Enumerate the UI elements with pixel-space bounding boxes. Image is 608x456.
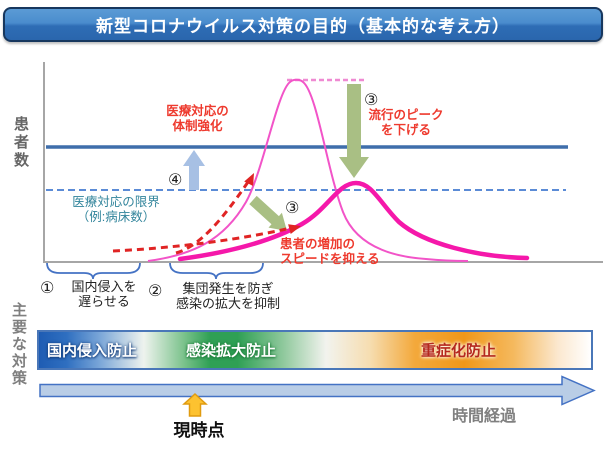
slow-increase-green-arrow	[249, 195, 287, 231]
phase2-brace	[169, 262, 264, 280]
measures-gradient-bar: 国内侵入防止 感染拡大防止 重症化防止	[37, 330, 593, 370]
shallow-growth-arrowhead	[288, 224, 301, 234]
high-peak-epidemic-curve	[147, 78, 469, 262]
y-axis-label: 患者数	[12, 116, 29, 170]
flattened-epidemic-curve	[177, 180, 530, 262]
measure-domestic-entry-prevention: 国内侵入防止	[47, 342, 138, 360]
steep-growth-red-dashed-arrow	[175, 181, 250, 255]
time-axis-arrow	[39, 375, 596, 406]
measures-section-label: 主要な対策	[10, 302, 27, 387]
strengthen-capacity-blue-arrow	[183, 150, 205, 190]
step2-number: ②	[148, 283, 163, 300]
title-banner: 新型コロナウイルス対策の目的（基本的な考え方）	[3, 7, 603, 42]
current-time-label: 現時点	[173, 421, 225, 440]
page-title: 新型コロナウイルス対策の目的（基本的な考え方）	[96, 17, 510, 36]
lower-peak-green-arrow	[339, 84, 369, 178]
steep-growth-arrowhead	[244, 173, 254, 186]
shallow-growth-red-dashed-arrow	[112, 226, 292, 253]
measure-spread-prevention: 感染拡大防止	[186, 342, 277, 360]
slow-increase-label: 患者の増加の スピードを抑える	[280, 237, 380, 266]
measure-severity-prevention: 重症化防止	[421, 342, 497, 360]
medical-limit-label: 医療対応の限界 （例:病床数）	[72, 195, 160, 224]
peak-lower-label: 流行のピーク を下げる	[368, 108, 444, 137]
current-time-yellow-arrow	[182, 392, 208, 417]
step1-number: ①	[40, 280, 55, 297]
step2-label: 集団発生を防ぎ 感染の拡大を抑制	[175, 281, 280, 312]
xy-axes	[43, 62, 603, 263]
time-axis-label: 時間経過	[452, 408, 517, 425]
step3-number-peak: ③	[364, 92, 379, 109]
step4-number: ④	[168, 172, 183, 189]
phase1-brace	[46, 262, 141, 280]
medical-strengthen-label: 医療対応の 体制強化	[166, 104, 229, 133]
step1-label: 国内侵入を 遅らせる	[71, 279, 137, 310]
step3-number-speed: ③	[285, 200, 300, 217]
